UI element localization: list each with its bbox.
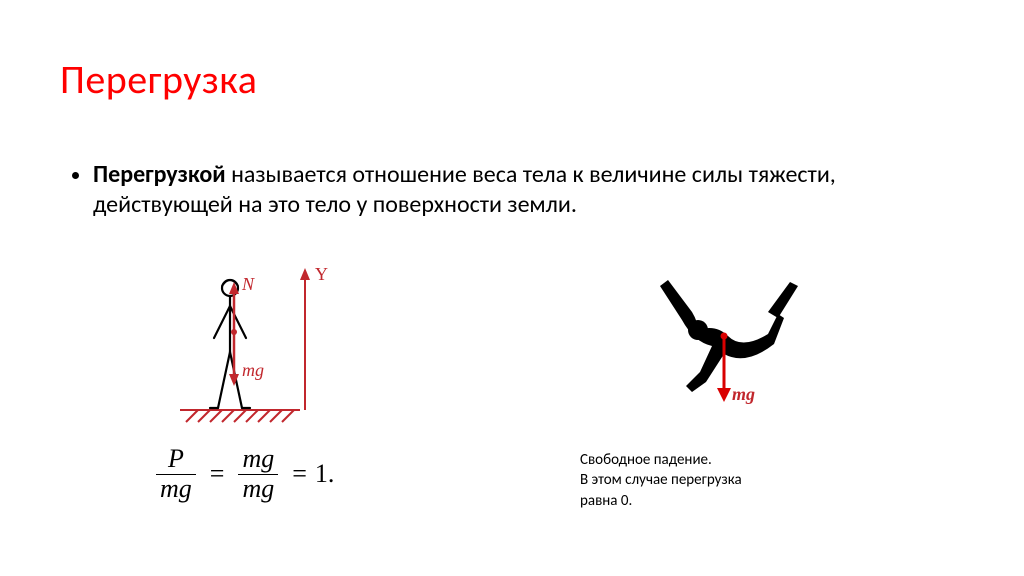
- falling-person-icon: [660, 280, 798, 392]
- definition-text: Перегрузкой называется отношение веса те…: [93, 160, 952, 220]
- fraction-p-over-mg: P mg: [156, 445, 196, 504]
- caption-line-2: В этом случае перегрузка: [580, 470, 742, 490]
- standing-person-figure: Y: [180, 260, 400, 430]
- definition-bullet: Перегрузкой называется отношение веса те…: [72, 160, 952, 220]
- equals-2: =: [292, 459, 307, 489]
- falling-person-figure: mg⃗: [640, 250, 820, 410]
- mg-vector-label: mg⃗: [242, 360, 278, 380]
- freefall-caption: Свободное падение. В этом случае перегру…: [580, 450, 742, 511]
- fraction-mg-over-mg: mg mg: [238, 445, 278, 504]
- mg-vector-label-right: mg⃗: [732, 384, 769, 404]
- equals-1: =: [210, 459, 225, 489]
- y-axis-label: Y: [315, 264, 328, 284]
- caption-line-3: равна 0.: [580, 491, 742, 511]
- mg-vector-arrow: mg⃗: [229, 332, 278, 386]
- person-icon: [210, 280, 250, 408]
- denominator-mg-1: mg: [156, 475, 196, 504]
- page-title: Перегрузка: [60, 55, 257, 104]
- caption-line-1: Свободное падение.: [580, 450, 742, 470]
- definition-bold: Перегрузкой: [93, 160, 226, 189]
- bullet-dot-icon: [72, 172, 79, 179]
- denominator-mg-2: mg: [238, 475, 278, 504]
- y-axis: Y: [300, 264, 328, 410]
- n-vector-label: N⃗: [241, 274, 268, 294]
- overload-equation: P mg = mg mg = 1.: [150, 445, 334, 504]
- result-one: 1.: [315, 459, 335, 489]
- numerator-P: P: [164, 445, 188, 474]
- numerator-mg: mg: [238, 445, 278, 474]
- slide: Перегрузка Перегрузкой называется отноше…: [0, 0, 1024, 576]
- ground-hatch: [180, 410, 300, 422]
